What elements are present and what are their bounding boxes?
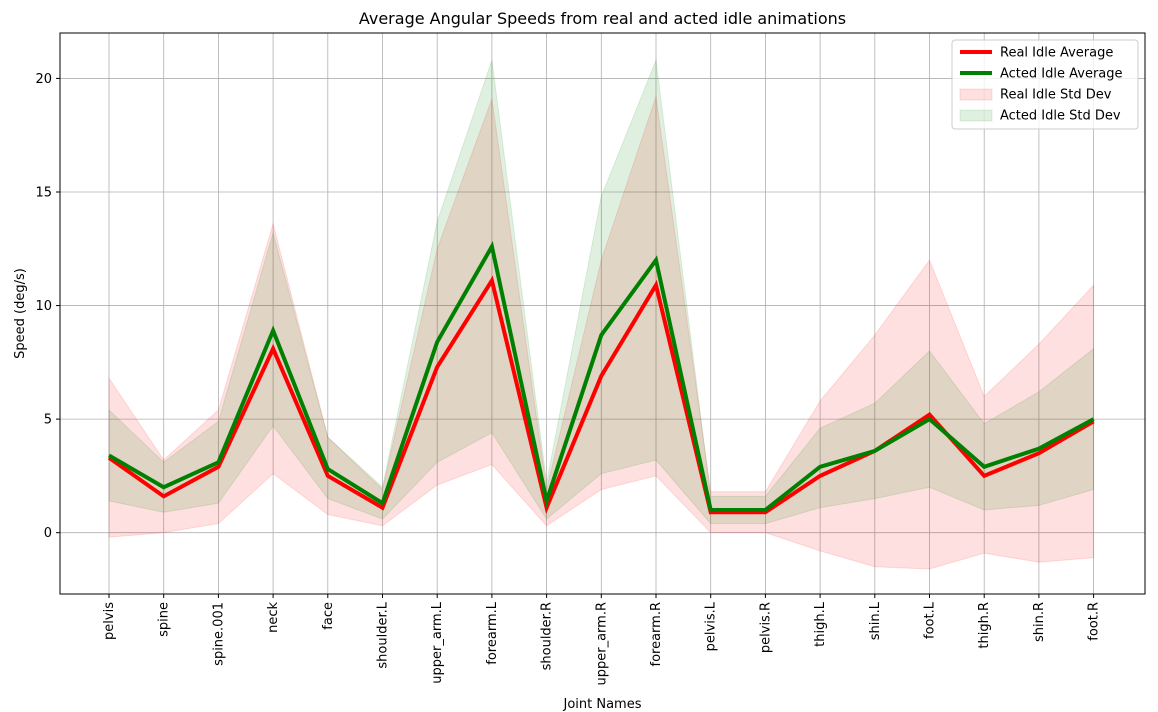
chart-title: Average Angular Speeds from real and act… bbox=[359, 9, 846, 28]
x-tick-label: pelvis.L bbox=[704, 601, 719, 651]
average-line bbox=[107, 275, 1095, 515]
x-tick-label: spine bbox=[157, 602, 172, 637]
plot-frame bbox=[59, 32, 1146, 595]
x-tick-label: thigh.L bbox=[813, 601, 828, 647]
y-axis-label: Speed (deg/s) bbox=[13, 268, 28, 359]
legend-label: Acted Idle Average bbox=[1000, 67, 1123, 82]
x-tick-label: forearm.R bbox=[649, 602, 664, 667]
y-axis-ticks: 0 5 10 15 20 bbox=[35, 72, 60, 541]
legend-label: Real Idle Std Dev bbox=[1000, 88, 1112, 103]
x-tick-label: face bbox=[321, 602, 336, 630]
x-tick-label: forearm.L bbox=[485, 601, 500, 664]
x-tick-label: shin.L bbox=[868, 601, 883, 640]
x-tick-label: neck bbox=[266, 602, 281, 633]
y-tick-label: 20 bbox=[35, 72, 52, 87]
x-axis-ticks: pelvis spine spine.001 neck face shoulder.L up… bbox=[102, 594, 1102, 686]
y-tick-label: 15 bbox=[35, 185, 52, 200]
legend-label: Acted Idle Std Dev bbox=[1000, 109, 1121, 124]
average-lines bbox=[107, 240, 1095, 515]
x-tick-label: pelvis.R bbox=[758, 602, 773, 653]
x-tick-label: pelvis bbox=[102, 602, 117, 640]
legend: Real Idle Average Acted Idle Average Real … bbox=[951, 39, 1139, 130]
x-tick-label: upper_arm.R bbox=[594, 602, 609, 686]
grid bbox=[60, 33, 1145, 594]
legend-swatch-band bbox=[959, 109, 993, 122]
legend-swatch-band bbox=[959, 88, 993, 101]
x-axis-label: Joint Names bbox=[563, 697, 642, 712]
x-tick-label: foot.R bbox=[1087, 602, 1102, 641]
legend-label: Real Idle Average bbox=[1000, 46, 1113, 61]
x-tick-label: foot.L bbox=[923, 601, 938, 639]
y-tick-label: 10 bbox=[35, 299, 52, 314]
legend-box bbox=[951, 39, 1139, 130]
std-dev-band bbox=[108, 58, 1095, 525]
y-tick-label: 0 bbox=[44, 526, 52, 541]
x-tick-label: shoulder.L bbox=[376, 601, 391, 668]
x-tick-label: thigh.R bbox=[977, 602, 992, 649]
x-tick-label: shoulder.R bbox=[540, 602, 555, 670]
x-tick-label: spine.001 bbox=[211, 602, 226, 666]
y-tick-label: 5 bbox=[44, 413, 52, 428]
x-tick-label: shin.R bbox=[1032, 602, 1047, 642]
average-line bbox=[107, 240, 1095, 512]
x-tick-label: upper_arm.L bbox=[430, 601, 445, 683]
